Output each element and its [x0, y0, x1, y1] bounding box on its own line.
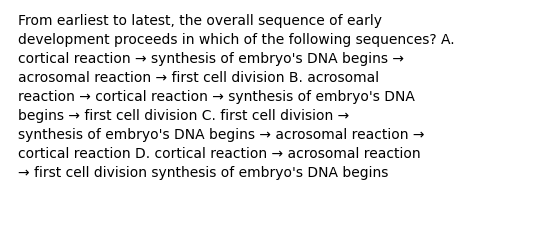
Text: From earliest to latest, the overall sequence of early
development proceeds in w: From earliest to latest, the overall seq… — [18, 14, 455, 179]
